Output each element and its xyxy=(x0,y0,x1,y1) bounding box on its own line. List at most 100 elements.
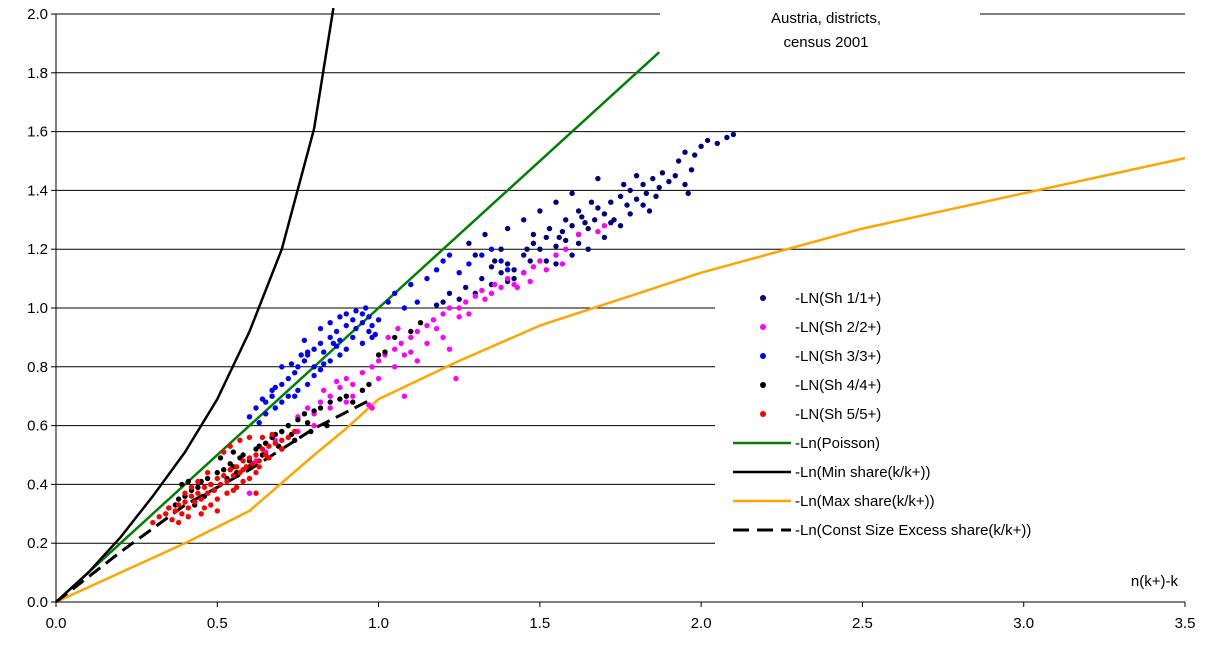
series-4-point-65 xyxy=(204,469,211,476)
series-3-point-48 xyxy=(292,437,298,443)
gridlines xyxy=(56,13,1185,544)
series-1-point-26 xyxy=(456,314,462,320)
series-3-point-26 xyxy=(304,420,311,426)
series-1-point-55 xyxy=(343,399,349,405)
series-2-point-9 xyxy=(301,358,308,364)
series-0-point-9 xyxy=(521,252,527,258)
series-0-point-50 xyxy=(553,199,559,205)
series-4-point-10 xyxy=(188,493,195,499)
series-1-point-56 xyxy=(327,405,333,411)
series-1-point-41 xyxy=(595,228,601,235)
series-3-point-37 xyxy=(392,334,398,341)
series-4-point-41 xyxy=(237,437,243,443)
series-1-point-22 xyxy=(424,322,430,329)
series-1-point-67 xyxy=(492,281,498,288)
series-4-point-11 xyxy=(192,499,198,505)
y-tick-label-0: 0.0 xyxy=(27,594,48,611)
series-4-point-60 xyxy=(230,487,237,493)
x-axis-label: n(k+)-k xyxy=(1131,573,1179,590)
series-2-point-15 xyxy=(333,328,340,335)
series-4-point-59 xyxy=(214,508,220,514)
series-0-point-76 xyxy=(492,258,498,264)
series-0-point-33 xyxy=(656,184,662,191)
series-0-point-62 xyxy=(688,167,695,173)
series-2-point-17 xyxy=(343,322,349,329)
series-1-point-35 xyxy=(530,264,537,270)
series-0-point-12 xyxy=(537,246,543,252)
series-2-point-72 xyxy=(292,393,298,399)
series-4-point-64 xyxy=(279,446,285,452)
series-1-point-42 xyxy=(601,223,608,229)
series-4-point-18 xyxy=(214,475,220,482)
series-4-point-43 xyxy=(259,434,266,441)
y-tick-label-5: 1.0 xyxy=(27,300,48,317)
series-4-point-39 xyxy=(221,449,227,455)
series-3-point-32 xyxy=(350,399,356,405)
series-0-point-82 xyxy=(621,181,627,188)
series-0-point-55 xyxy=(640,202,646,208)
series-2-point-7 xyxy=(292,370,298,376)
series-2-point-52 xyxy=(392,290,398,296)
series-1-point-46 xyxy=(408,349,414,355)
series-0-point-61 xyxy=(682,149,688,155)
series-2-point-45 xyxy=(321,361,327,367)
series-3-point-34 xyxy=(366,381,372,388)
x-tick-label-7: 3.5 xyxy=(1175,615,1196,632)
series-4-point-2 xyxy=(163,511,169,517)
series-3-point-54 xyxy=(230,449,237,455)
series-1-point-13 xyxy=(359,370,366,376)
series-4-point-34 xyxy=(266,443,272,449)
series-0-point-65 xyxy=(704,137,711,144)
series-2-point-42 xyxy=(359,311,366,317)
series-0-point-85 xyxy=(556,234,562,241)
series-4-point-7 xyxy=(179,511,185,517)
series-2-point-39 xyxy=(337,314,343,320)
series-3-point-30 xyxy=(337,396,343,402)
series-0-point-26 xyxy=(617,193,624,199)
series-0-point-45 xyxy=(466,240,472,246)
series-2-point-35 xyxy=(272,405,278,411)
series-4-point-58 xyxy=(201,505,208,511)
series-3-point-25 xyxy=(301,411,308,417)
series-4-point-4 xyxy=(169,517,175,523)
series-2-point-1 xyxy=(253,405,259,411)
series-4-point-56 xyxy=(253,490,259,496)
series-line-3 xyxy=(55,397,373,604)
series-4-point-14 xyxy=(201,484,208,490)
series-4-point-63 xyxy=(266,455,272,461)
series-0-point-49 xyxy=(537,208,543,214)
series-0-point-23 xyxy=(601,211,608,217)
series-0-point-3 xyxy=(479,275,485,282)
series-0-point-20 xyxy=(585,225,591,232)
series-2-point-6 xyxy=(285,375,291,382)
series-2-point-47 xyxy=(304,349,311,355)
series-4-point-21 xyxy=(224,478,230,485)
series-1-point-48 xyxy=(440,334,446,341)
series-4-point-48 xyxy=(224,490,230,496)
series-3-point-31 xyxy=(343,393,349,399)
series-1-point-9 xyxy=(327,393,333,399)
series-0-point-24 xyxy=(608,199,614,205)
series-2-point-40 xyxy=(343,311,349,317)
series-0-point-27 xyxy=(624,202,630,208)
series-1-point-27 xyxy=(463,299,469,305)
series-2-point-50 xyxy=(301,337,308,343)
series-1-point-14 xyxy=(369,364,375,370)
legend-label-4: -LN(Sh 5/5+) xyxy=(795,406,881,423)
series-4-point-3 xyxy=(166,505,172,511)
series-0-point-8 xyxy=(511,267,517,273)
series-1-point-50 xyxy=(433,325,440,332)
series-0-point-70 xyxy=(685,190,691,196)
series-3-point-7 xyxy=(204,475,211,482)
series-0-point-59 xyxy=(511,275,517,282)
series-3-point-24 xyxy=(295,417,301,423)
series-1-point-72 xyxy=(369,405,375,411)
series-1-point-17 xyxy=(392,346,398,352)
series-2-point-29 xyxy=(317,367,324,373)
series-4-point-13 xyxy=(198,496,204,502)
series-0-point-60 xyxy=(675,158,682,164)
series-0-point-51 xyxy=(569,190,575,196)
series-0-point-35 xyxy=(666,178,672,185)
y-tick-label-9: 1.8 xyxy=(27,65,48,82)
